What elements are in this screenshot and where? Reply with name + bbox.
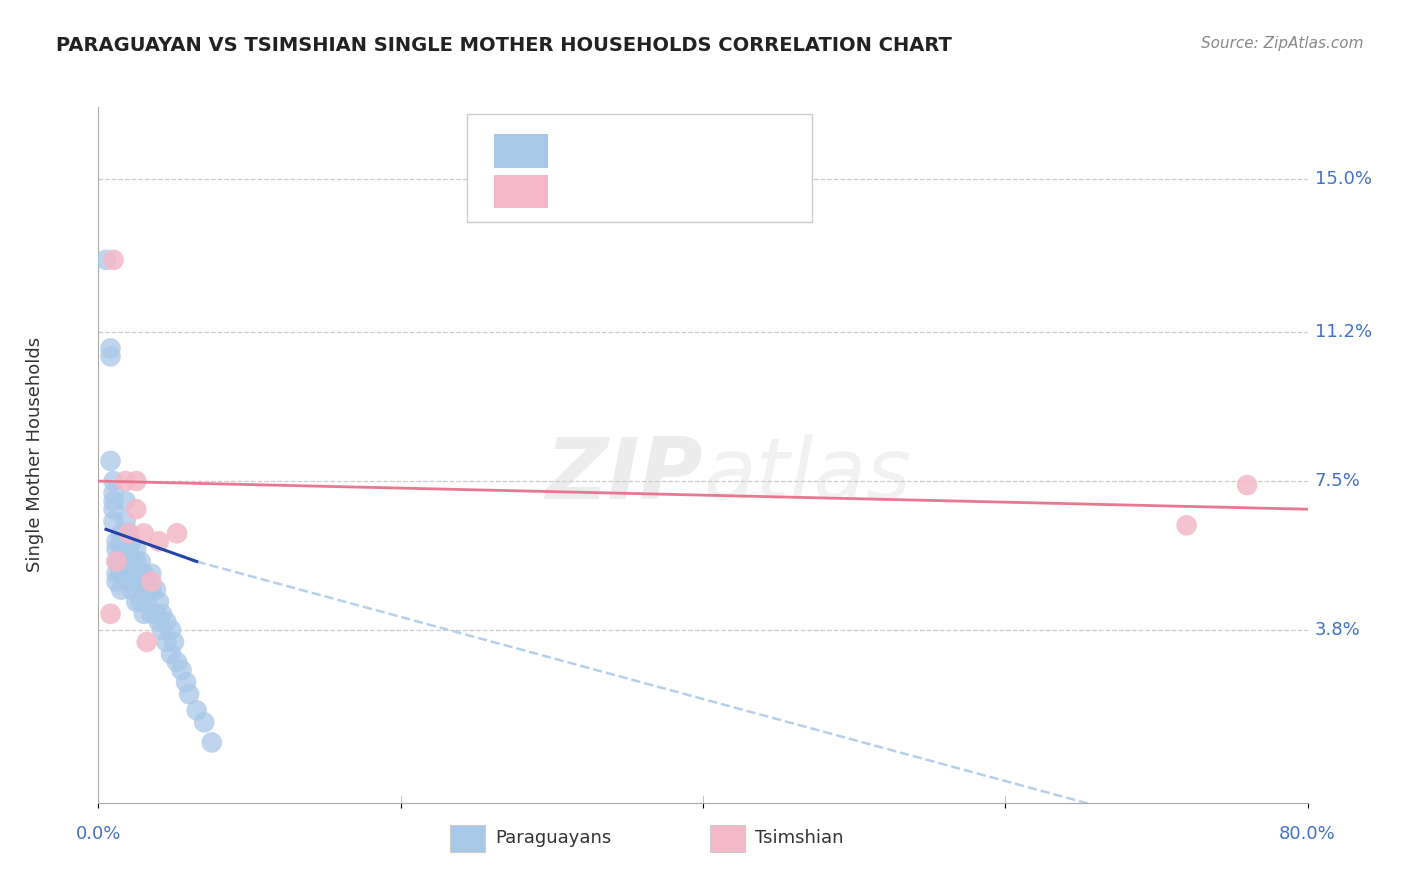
Point [100,350,122,364]
Point [125,474,148,488]
Point [125,595,148,609]
Text: 0.0%: 0.0% [76,825,121,843]
Point [105,566,128,581]
Point [114,474,136,488]
Point [118,554,141,568]
Point [186,703,208,717]
Point [125,554,148,568]
Text: N = 65: N = 65 [690,142,754,160]
Text: 3.8%: 3.8% [1315,621,1361,639]
Point [105,542,128,557]
Point [105,574,128,589]
Point [118,574,141,589]
FancyBboxPatch shape [494,134,548,168]
Text: Single Mother Households: Single Mother Households [27,337,44,573]
Text: 80.0%: 80.0% [1279,825,1336,843]
Point [148,595,170,609]
Point [121,554,143,568]
Point [141,566,163,581]
Point [105,554,128,568]
Point [103,502,125,516]
Point [129,554,152,568]
Point [114,494,136,508]
Point [121,582,143,597]
Point [193,715,215,730]
Point [132,582,155,597]
Point [129,574,152,589]
Point [105,534,128,549]
Point [166,526,188,541]
Point [135,574,157,589]
Point [110,534,132,549]
Point [110,554,132,568]
Text: R = -0.066: R = -0.066 [567,182,655,200]
Point [141,582,163,597]
Text: PARAGUAYAN VS TSIMSHIAN SINGLE MOTHER HOUSEHOLDS CORRELATION CHART: PARAGUAYAN VS TSIMSHIAN SINGLE MOTHER HO… [56,36,952,54]
Point [110,582,132,597]
Text: 15.0%: 15.0% [1315,170,1372,188]
Point [125,542,148,557]
Text: 11.2%: 11.2% [1315,323,1372,342]
FancyBboxPatch shape [494,175,548,208]
Point [100,454,122,468]
Point [110,526,132,541]
Point [103,514,125,528]
Point [201,735,224,749]
Point [100,607,122,621]
Point [155,615,177,629]
Point [118,526,141,541]
Point [1175,518,1198,533]
Point [135,595,157,609]
Point [121,534,143,549]
Point [141,574,163,589]
Point [166,655,188,669]
Point [163,635,186,649]
Text: Tsimshian: Tsimshian [755,830,844,847]
Text: N = 14: N = 14 [690,182,754,200]
Point [1236,478,1258,492]
Point [177,687,201,701]
Point [125,502,148,516]
Point [105,554,128,568]
Point [160,647,183,661]
Point [103,474,125,488]
Point [135,635,157,649]
Point [155,635,177,649]
Text: 7.5%: 7.5% [1315,472,1361,490]
Point [148,534,170,549]
Point [110,542,132,557]
Text: R = -0.059: R = -0.059 [567,142,655,160]
Point [145,582,167,597]
Point [103,494,125,508]
Text: Paraguayans: Paraguayans [495,830,612,847]
FancyBboxPatch shape [467,114,811,222]
Point [160,623,183,637]
Point [94,252,117,267]
Text: atlas: atlas [703,434,911,517]
Point [150,607,173,621]
Point [100,342,122,356]
Text: Source: ZipAtlas.com: Source: ZipAtlas.com [1201,36,1364,51]
Point [129,595,152,609]
Point [145,607,167,621]
Point [132,526,155,541]
Point [148,615,170,629]
Point [132,607,155,621]
Point [125,574,148,589]
Point [170,663,193,677]
Point [174,675,197,690]
Point [103,486,125,500]
Point [141,607,163,621]
Point [114,534,136,549]
Point [118,542,141,557]
Text: ZIP: ZIP [546,434,703,517]
Point [114,514,136,528]
Point [110,566,132,581]
Point [150,623,173,637]
Point [132,566,155,581]
Point [103,252,125,267]
Point [121,566,143,581]
Point [114,554,136,568]
Point [118,526,141,541]
